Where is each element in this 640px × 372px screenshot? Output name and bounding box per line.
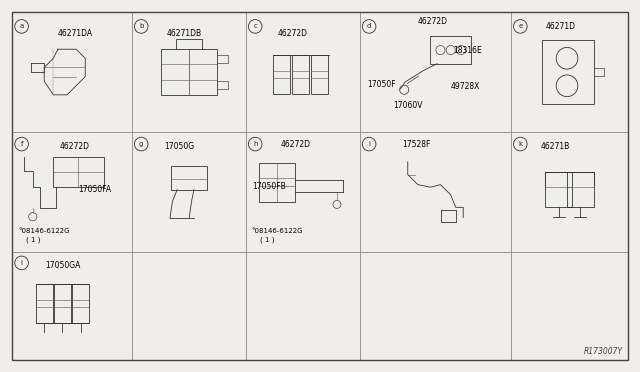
Text: b: b	[139, 23, 143, 29]
Circle shape	[362, 20, 376, 33]
Circle shape	[248, 20, 262, 33]
Text: 17528F: 17528F	[403, 140, 431, 148]
Text: 46272D: 46272D	[278, 29, 308, 38]
Bar	[54, 285, 71, 323]
Bar	[36, 285, 53, 323]
Bar	[53, 157, 104, 187]
Text: 17050FA: 17050FA	[78, 185, 111, 194]
Text: h: h	[253, 141, 257, 147]
Text: c: c	[253, 23, 257, 29]
Text: °08146-6122G: °08146-6122G	[18, 228, 70, 234]
Text: f: f	[20, 141, 23, 147]
Text: 46271DA: 46271DA	[58, 29, 93, 38]
Bar	[430, 36, 471, 64]
Text: 46272D: 46272D	[280, 140, 310, 148]
Bar	[161, 49, 218, 95]
Circle shape	[15, 137, 28, 151]
Bar	[171, 166, 207, 190]
Text: k: k	[518, 141, 522, 147]
Bar	[259, 163, 295, 202]
Text: 17050G: 17050G	[164, 142, 194, 151]
Text: 18316E: 18316E	[454, 46, 483, 55]
Text: e: e	[518, 23, 522, 29]
Text: g: g	[139, 141, 143, 147]
Text: ( 1 ): ( 1 )	[26, 237, 41, 243]
Circle shape	[248, 137, 262, 151]
Circle shape	[134, 20, 148, 33]
Bar	[543, 40, 594, 104]
Text: 46271B: 46271B	[540, 142, 570, 151]
Text: 17050GA: 17050GA	[45, 260, 81, 270]
Text: 46271DB: 46271DB	[166, 29, 202, 38]
Bar	[72, 285, 89, 323]
Bar	[292, 55, 309, 94]
Text: i: i	[368, 141, 370, 147]
Text: R173007Y: R173007Y	[584, 347, 623, 356]
Bar	[273, 55, 290, 94]
Circle shape	[15, 256, 28, 270]
Text: 17050F: 17050F	[367, 80, 396, 89]
Bar	[545, 173, 572, 207]
Text: 49728X: 49728X	[451, 82, 480, 91]
Circle shape	[362, 137, 376, 151]
Text: °08146-6122G: °08146-6122G	[252, 228, 303, 234]
Circle shape	[134, 137, 148, 151]
Bar	[311, 55, 328, 94]
Circle shape	[15, 20, 28, 33]
Text: ( 1 ): ( 1 )	[260, 237, 275, 243]
Text: 46271D: 46271D	[546, 22, 576, 31]
Text: 17050FB: 17050FB	[252, 182, 285, 190]
Text: l: l	[20, 260, 22, 266]
Text: 46272D: 46272D	[60, 142, 90, 151]
Text: a: a	[19, 23, 24, 29]
Text: 17060V: 17060V	[393, 101, 423, 110]
Text: 46272D: 46272D	[417, 17, 447, 26]
Bar	[566, 173, 593, 207]
Circle shape	[513, 137, 527, 151]
Circle shape	[513, 20, 527, 33]
Text: d: d	[367, 23, 371, 29]
